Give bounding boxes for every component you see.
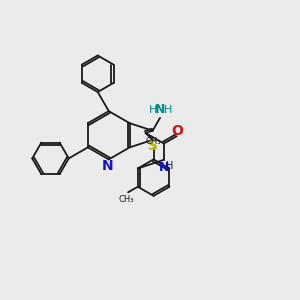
Text: N: N (101, 159, 113, 173)
Text: H: H (149, 105, 158, 115)
Text: H: H (164, 105, 172, 115)
Text: CH₃: CH₃ (146, 137, 161, 146)
Text: N: N (159, 161, 169, 174)
Text: S: S (148, 140, 158, 153)
Text: H: H (166, 161, 173, 171)
Text: O: O (171, 124, 183, 138)
Text: CH₃: CH₃ (119, 195, 134, 204)
Text: N: N (155, 103, 165, 116)
